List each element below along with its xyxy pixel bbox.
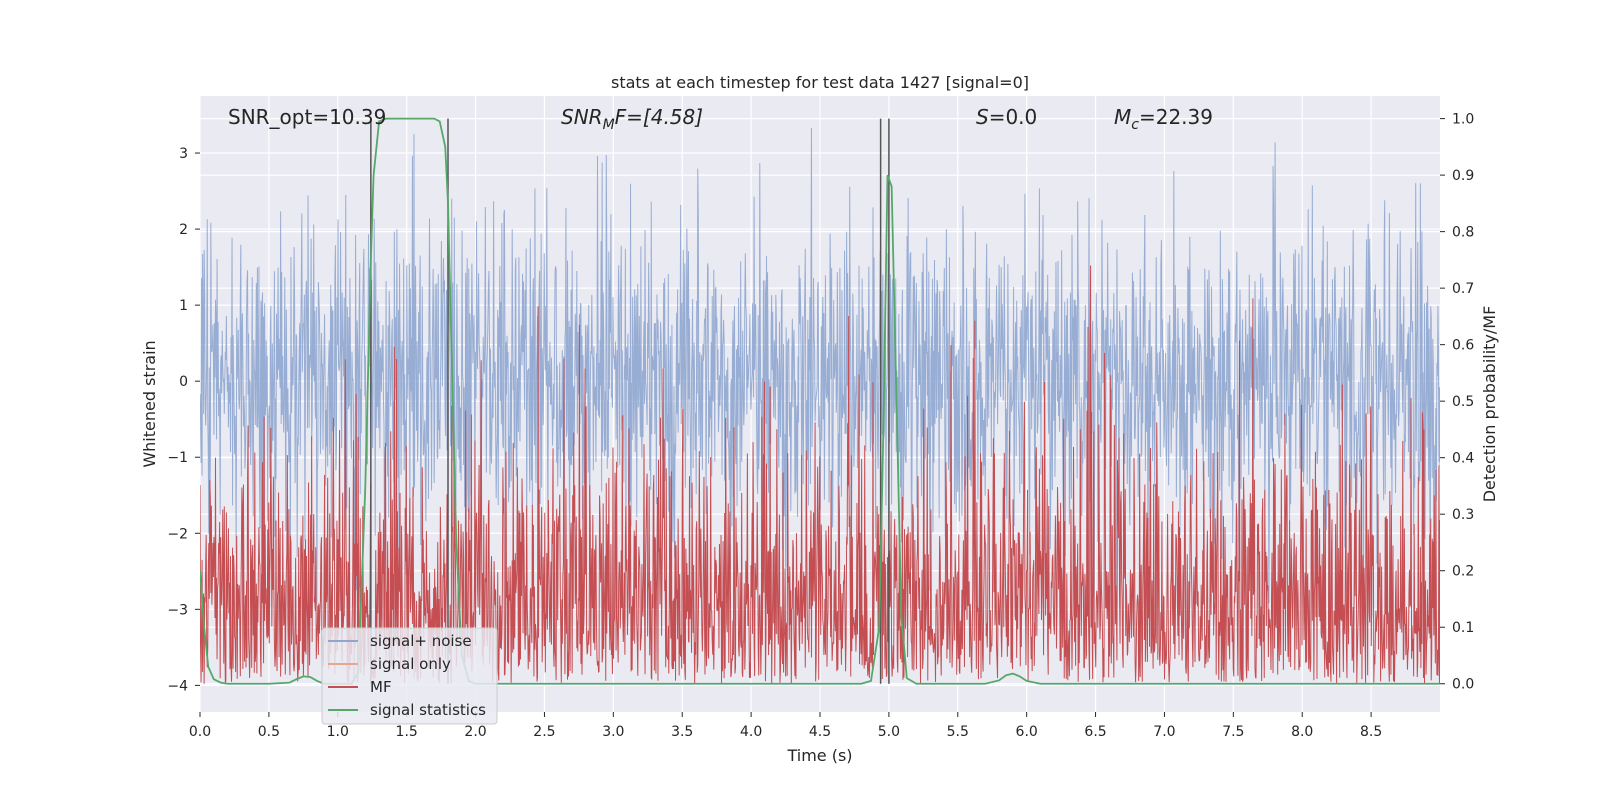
chart-title: stats at each timestep for test data 142… — [611, 73, 1029, 92]
x-tick-label: 7.5 — [1222, 724, 1244, 740]
right-y-tick-label: 0.2 — [1452, 564, 1474, 580]
x-tick-label: 8.0 — [1291, 724, 1313, 740]
right-y-tick-label: 0.7 — [1452, 281, 1474, 297]
right-y-tick-label: 0.1 — [1452, 620, 1474, 636]
y-tick-label: −3 — [167, 602, 188, 618]
x-tick-label: 6.0 — [1016, 724, 1038, 740]
annotation-mc-rest: =22.39 — [1139, 105, 1213, 129]
y-tick-label: −1 — [167, 450, 188, 466]
x-tick-label: 1.0 — [327, 724, 349, 740]
annotation-mc-main: M — [1114, 105, 1131, 129]
x-tick-label: 3.5 — [671, 724, 693, 740]
x-tick-label: 4.0 — [740, 724, 762, 740]
right-y-tick-label: 0.5 — [1452, 394, 1474, 410]
right-y-tick-label: 0.3 — [1452, 507, 1474, 523]
right-y-tick-label: 0.6 — [1452, 338, 1474, 354]
x-tick-label: 6.5 — [1084, 724, 1106, 740]
legend-label-signal-statistics: signal statistics — [370, 701, 486, 719]
annotation-snr-mf-sub: M — [603, 117, 615, 133]
mf-line — [200, 265, 1440, 684]
x-tick-label: 0.0 — [189, 724, 211, 740]
annotation-s-main: S — [976, 105, 989, 129]
annotation-snr-mf: SNRMF=[4.58] — [561, 105, 703, 133]
right-y-tick-label: 1.0 — [1452, 112, 1474, 128]
y-tick-label: 2 — [179, 222, 188, 238]
right-y-axis-ticks: 1.0 0.9 0.8 0.7 0.6 0.5 0.4 0.3 0.2 0.1 0.0 — [1440, 112, 1474, 693]
y-tick-label: 1 — [179, 298, 188, 314]
y-tick-label: 0 — [179, 374, 188, 390]
x-tick-label: 5.5 — [947, 724, 969, 740]
legend-label-signal-noise: signal+ noise — [370, 632, 472, 650]
y-axis-label: Whitened strain — [140, 340, 159, 467]
annotation-s: S=0.0 — [976, 105, 1037, 129]
y-tick-label: 3 — [179, 146, 188, 162]
legend-label-signal-only: signal only — [370, 655, 451, 673]
annotation-mc: Mc=22.39 — [1114, 105, 1213, 133]
x-tick-label: 1.5 — [396, 724, 418, 740]
annotation-snr-mf-rest: F=[4.58] — [615, 105, 703, 129]
y-tick-label: −4 — [167, 678, 188, 694]
x-tick-label: 8.5 — [1360, 724, 1382, 740]
x-tick-label: 3.0 — [602, 724, 624, 740]
legend-label-mf: MF — [370, 678, 392, 696]
right-y-tick-label: 0.4 — [1452, 451, 1474, 467]
x-tick-label: 7.0 — [1153, 724, 1175, 740]
x-tick-label: 2.0 — [464, 724, 486, 740]
x-tick-label: 4.5 — [809, 724, 831, 740]
annotation-snr-mf-main: SNR — [561, 105, 603, 129]
right-y-tick-label: 0.0 — [1452, 677, 1474, 693]
annotation-s-rest: =0.0 — [989, 105, 1038, 129]
y-tick-label: −2 — [167, 526, 188, 542]
x-tick-label: 0.5 — [258, 724, 280, 740]
x-axis-ticks: 0.0 0.5 1.0 1.5 2.0 2.5 3.0 3.5 4.0 4.5 5.0 5.5 6.0 6… — [189, 712, 1382, 740]
right-y-tick-label: 0.8 — [1452, 225, 1474, 241]
x-tick-label: 2.5 — [533, 724, 555, 740]
x-axis-label: Time (s) — [786, 746, 852, 765]
annotation-mc-sub: c — [1131, 117, 1139, 133]
annotation-snr-opt: SNR_opt=10.39 — [228, 105, 386, 129]
right-y-tick-label: 0.9 — [1452, 168, 1474, 184]
y-axis-ticks: 3 2 1 0 −1 −2 −3 −4 — [167, 146, 200, 694]
x-tick-label: 5.0 — [878, 724, 900, 740]
right-y-axis-label: Detection probability/MF — [1480, 306, 1499, 503]
legend: signal+ noise signal only MF signal stat… — [321, 627, 498, 725]
